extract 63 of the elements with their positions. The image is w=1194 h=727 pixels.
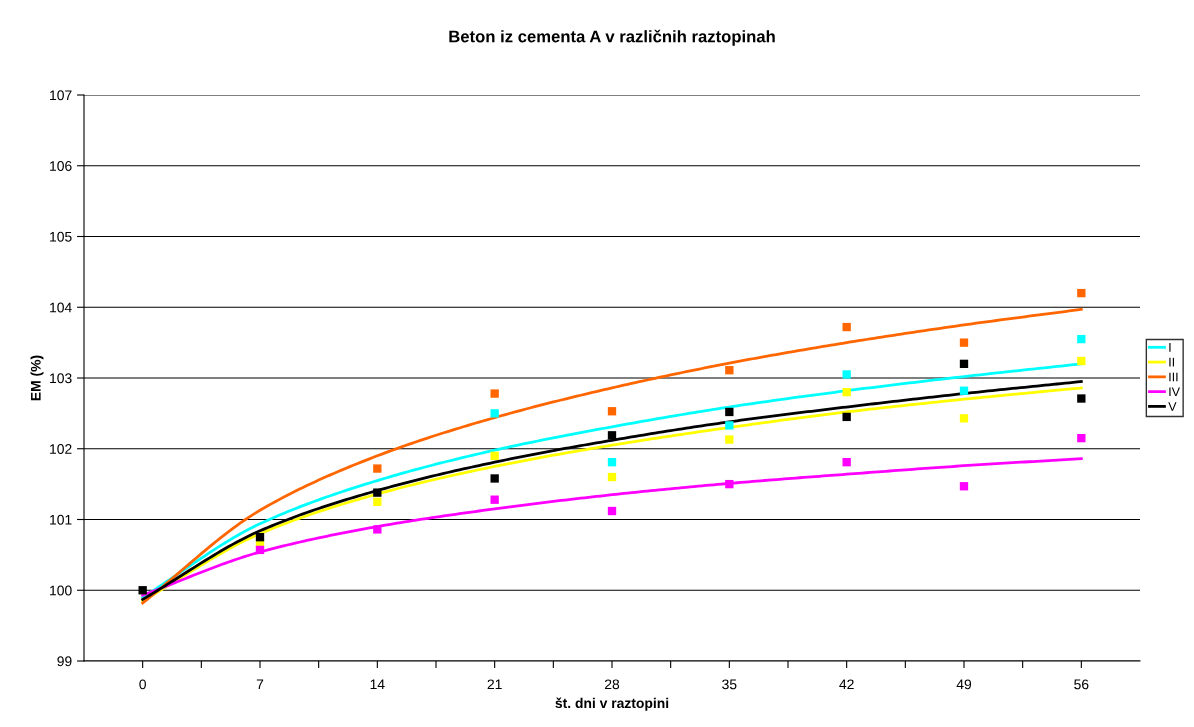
y-tick-label: 101 [50, 514, 72, 525]
point [373, 488, 382, 497]
legend-label: IV [1169, 387, 1180, 397]
point [490, 474, 499, 483]
point [607, 472, 617, 482]
point [255, 533, 265, 542]
point [725, 366, 734, 375]
y-tick-label: 104 [50, 302, 72, 313]
point [490, 495, 499, 504]
y-tick-label: 102 [50, 444, 72, 454]
point [959, 386, 969, 395]
x-tick-label: 21 [487, 679, 502, 690]
x-tick-label: 42 [839, 679, 854, 690]
x-tick-label: 0 [139, 679, 146, 690]
x-tick-label: 14 [370, 679, 385, 690]
point [490, 409, 499, 418]
point [842, 458, 851, 467]
y-tick-label: 107 [50, 90, 72, 101]
y-tick-label: 103 [50, 373, 72, 384]
y-tick-label: 99 [57, 656, 72, 667]
y-tick-label: 100 [50, 585, 72, 596]
chart-title: Beton iz cementa A v različnih raztopinah [449, 29, 775, 46]
point [959, 482, 969, 491]
point [959, 359, 969, 369]
point [1077, 433, 1086, 443]
x-axis-title: št. dni v raztopini [555, 697, 669, 711]
point [959, 414, 969, 423]
point [607, 458, 617, 467]
point [607, 506, 617, 516]
point [725, 407, 734, 417]
point [842, 370, 851, 379]
point [1077, 356, 1086, 366]
point [959, 338, 969, 347]
legend-label: II [1169, 357, 1174, 367]
point [842, 322, 851, 332]
x-tick-label: 28 [604, 679, 620, 690]
y-tick-label: 105 [50, 231, 72, 242]
legend-label: III [1169, 372, 1178, 382]
point [490, 389, 499, 398]
point [373, 525, 382, 534]
point [373, 497, 382, 506]
point [607, 407, 617, 416]
x-tick-label: 35 [722, 679, 737, 690]
point [490, 451, 499, 460]
point [725, 435, 734, 444]
point [255, 545, 265, 555]
point [373, 464, 382, 473]
x-tick-label: 7 [256, 679, 264, 690]
point [607, 431, 617, 440]
legend-label: V [1168, 402, 1177, 411]
point [138, 586, 147, 595]
legend-label: I [1169, 343, 1171, 352]
point [842, 412, 851, 422]
y-axis-title: EM (%) [30, 355, 44, 401]
x-tick-label: 56 [1074, 679, 1089, 690]
point [1077, 288, 1086, 298]
x-tick-label: 49 [956, 679, 972, 690]
point [1077, 394, 1086, 403]
point [1077, 334, 1086, 344]
point [725, 479, 734, 489]
point [842, 387, 851, 397]
point [725, 421, 734, 430]
y-tick-label: 106 [50, 161, 72, 171]
